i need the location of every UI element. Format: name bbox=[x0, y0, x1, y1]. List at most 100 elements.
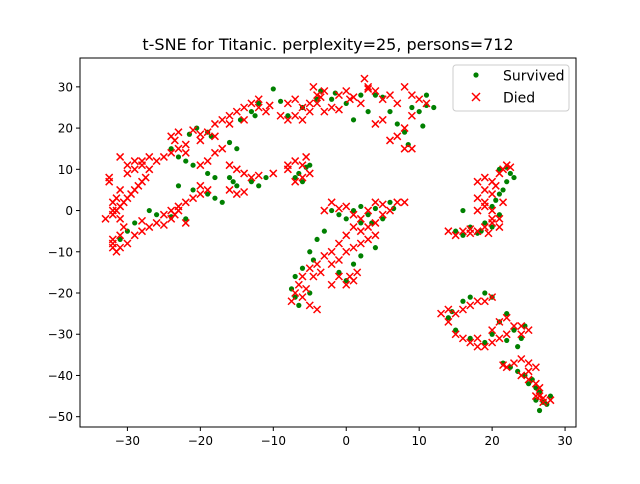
died-point bbox=[298, 103, 307, 112]
died-point bbox=[393, 198, 402, 207]
died-point bbox=[400, 124, 409, 133]
survived-point bbox=[420, 123, 426, 129]
survived-point bbox=[234, 183, 240, 189]
died-point bbox=[265, 101, 274, 110]
survived-point bbox=[500, 187, 506, 193]
died-point bbox=[458, 334, 467, 343]
died-point bbox=[240, 169, 249, 178]
legend-died-marker bbox=[471, 92, 481, 102]
died-point bbox=[309, 272, 318, 281]
died-point bbox=[189, 126, 198, 135]
survived-point bbox=[190, 187, 196, 193]
legend-survived-label: Survived bbox=[503, 69, 564, 85]
died-point bbox=[305, 99, 314, 108]
survived-point bbox=[496, 191, 503, 197]
died-point bbox=[181, 218, 190, 227]
died-point bbox=[108, 206, 117, 215]
died-point bbox=[302, 284, 311, 293]
died-point bbox=[225, 119, 234, 128]
died-point bbox=[342, 86, 351, 96]
survived-point bbox=[299, 265, 306, 271]
died-point bbox=[502, 313, 511, 322]
survived-point bbox=[387, 199, 393, 205]
died-point bbox=[196, 161, 205, 170]
died-point bbox=[305, 264, 314, 273]
survived-point bbox=[226, 139, 233, 146]
died-point bbox=[291, 111, 300, 120]
survived-point bbox=[256, 100, 262, 106]
died-point bbox=[108, 198, 117, 207]
died-point bbox=[524, 326, 533, 335]
survived-point bbox=[372, 245, 379, 251]
died-point bbox=[291, 95, 300, 104]
died-point bbox=[334, 105, 343, 114]
died-point bbox=[473, 177, 482, 186]
survived-point bbox=[453, 228, 459, 234]
died-point bbox=[181, 198, 190, 207]
died-point bbox=[364, 223, 373, 232]
died-point bbox=[349, 93, 358, 102]
died-point bbox=[407, 144, 416, 153]
y-axis: −50 −40 −30 −20 −10 0 10 20 30 bbox=[48, 80, 80, 424]
died-point bbox=[320, 251, 329, 260]
survived-point bbox=[234, 146, 240, 152]
died-point bbox=[145, 165, 154, 174]
died-point bbox=[480, 223, 489, 232]
died-point bbox=[385, 206, 395, 215]
died-point bbox=[342, 202, 351, 211]
survived-point bbox=[296, 302, 302, 308]
died-point bbox=[232, 190, 241, 199]
died-point bbox=[116, 231, 125, 240]
died-point bbox=[327, 260, 336, 269]
survived-point bbox=[285, 113, 291, 119]
died-point bbox=[378, 200, 387, 209]
died-point bbox=[451, 231, 460, 240]
died-point bbox=[283, 165, 292, 174]
x-tick-label: 0 bbox=[342, 434, 350, 448]
died-point bbox=[159, 220, 168, 230]
survived-point bbox=[350, 207, 357, 214]
died-point bbox=[130, 231, 139, 240]
survived-point bbox=[511, 174, 517, 181]
died-point bbox=[473, 297, 482, 306]
died-point bbox=[342, 247, 351, 256]
died-point bbox=[484, 229, 493, 238]
died-point bbox=[480, 173, 489, 182]
died-point bbox=[305, 169, 314, 178]
died-point bbox=[400, 144, 409, 153]
died-point bbox=[152, 218, 161, 227]
survived-point bbox=[453, 327, 459, 333]
died-point bbox=[309, 82, 318, 91]
died-point bbox=[517, 371, 526, 380]
died-point bbox=[502, 363, 511, 372]
died-point bbox=[378, 95, 387, 104]
died-point bbox=[364, 82, 373, 91]
survived-point bbox=[387, 108, 393, 115]
died-point bbox=[283, 99, 292, 108]
survived-point bbox=[292, 273, 298, 280]
died-point bbox=[298, 115, 307, 124]
died-point bbox=[152, 157, 161, 166]
x-tick-label: −20 bbox=[188, 434, 213, 448]
died-point bbox=[254, 171, 263, 180]
died-point bbox=[327, 103, 336, 112]
died-point bbox=[232, 107, 241, 116]
died-point bbox=[422, 99, 431, 108]
legend-x-glyph bbox=[471, 92, 481, 102]
survived-point bbox=[409, 104, 415, 111]
survived-point bbox=[263, 174, 269, 181]
died-point bbox=[334, 91, 343, 100]
died-point bbox=[524, 375, 533, 384]
died-point bbox=[451, 309, 460, 318]
survived-point bbox=[205, 170, 211, 177]
died-point bbox=[509, 359, 519, 368]
died-point bbox=[437, 309, 446, 318]
died-point bbox=[473, 342, 482, 351]
died-point bbox=[159, 152, 168, 161]
died-point bbox=[116, 185, 125, 194]
survived-point bbox=[205, 191, 211, 197]
survived-point bbox=[219, 199, 225, 205]
died-point bbox=[167, 148, 176, 157]
data-markers bbox=[101, 74, 555, 414]
died-point bbox=[218, 144, 227, 153]
